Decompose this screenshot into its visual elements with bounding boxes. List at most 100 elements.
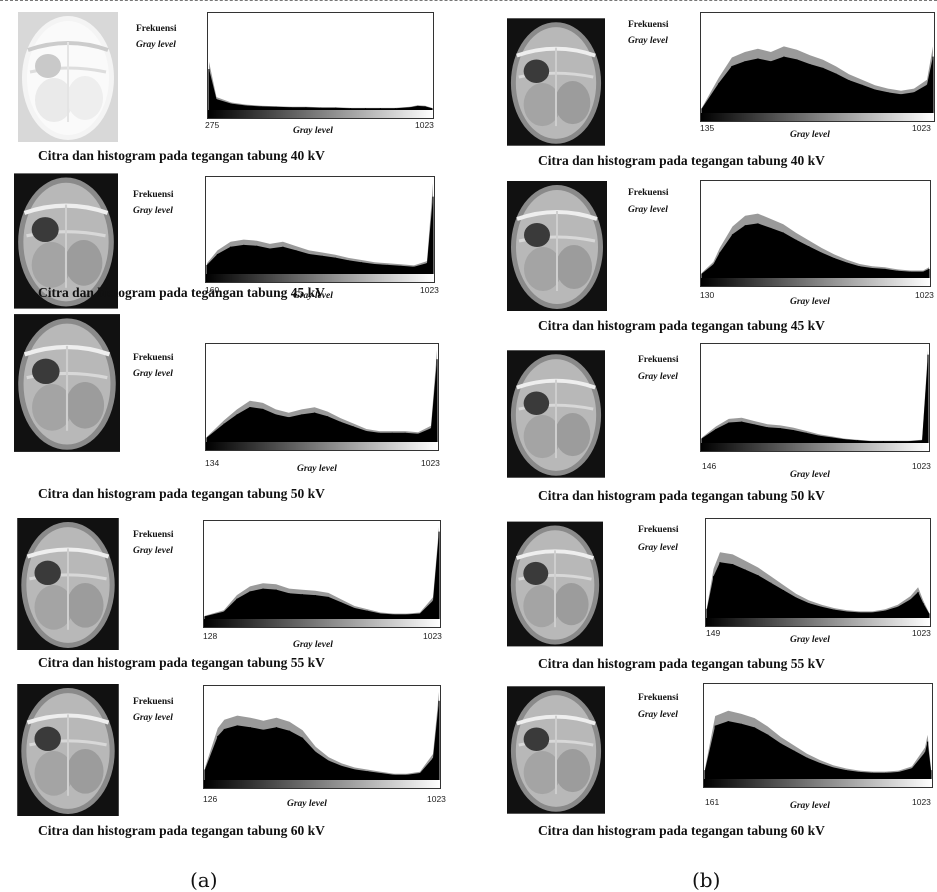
x-tick-min: 160	[205, 285, 220, 295]
panel-caption: Citra dan histogram pada tegangan tabung…	[538, 153, 825, 168]
panel-caption: Citra dan histogram pada tegangan tabung…	[538, 823, 825, 838]
ct-image	[14, 684, 122, 816]
frequency-label: Frekuensi	[133, 530, 174, 540]
gray-level-label: Gray level	[638, 543, 678, 553]
x-axis-label: Gray level	[790, 470, 830, 480]
x-axis-label: Gray level	[790, 297, 830, 307]
x-tick-min: 149	[706, 628, 721, 638]
frequency-label: Frekuensi	[133, 697, 174, 707]
gray-level-strip	[704, 779, 932, 787]
gray-level-label: Gray level	[133, 546, 173, 556]
histogram-area	[207, 359, 437, 442]
x-tick-max: 1023	[415, 120, 434, 130]
x-tick-max: 1023	[423, 631, 442, 641]
histogram-chart	[203, 520, 441, 628]
gray-level-label: Gray level	[638, 710, 678, 720]
gray-level-strip	[208, 110, 433, 118]
gray-level-label: Gray level	[628, 36, 668, 46]
x-tick-max: 1023	[915, 290, 934, 300]
panel-caption: Citra dan histogram pada tegangan tabung…	[38, 486, 325, 501]
ct-image	[507, 343, 605, 485]
ct-image	[14, 518, 122, 650]
x-tick-max: 1023	[912, 797, 931, 807]
ct-image	[14, 172, 118, 310]
top-border	[0, 0, 937, 1]
histogram-chart	[207, 12, 434, 119]
gray-level-strip	[206, 442, 438, 450]
panel-caption: Citra dan histogram pada tegangan tabung…	[38, 148, 325, 163]
gray-level-strip	[701, 278, 930, 286]
gray-level-label: Gray level	[133, 713, 173, 723]
panel-caption: Citra dan histogram pada tegangan tabung…	[538, 656, 825, 671]
gray-level-label: Gray level	[133, 206, 173, 216]
frequency-label: Frekuensi	[638, 525, 679, 535]
histogram-area	[702, 354, 928, 443]
column-label: (a)	[190, 868, 218, 892]
frequency-label: Frekuensi	[628, 20, 669, 30]
frequency-label: Frekuensi	[133, 353, 174, 363]
x-axis-label: Gray level	[790, 635, 830, 645]
histogram-area	[205, 531, 439, 619]
gray-level-label: Gray level	[628, 205, 668, 215]
x-tick-min: 135	[700, 123, 715, 133]
x-tick-min: 126	[203, 794, 218, 804]
x-tick-max: 1023	[912, 461, 931, 471]
histogram-area	[205, 700, 439, 780]
x-axis-label: Gray level	[293, 126, 333, 136]
histogram-chart	[203, 685, 441, 789]
ct-image	[507, 12, 605, 152]
x-axis-label: Gray level	[287, 799, 327, 809]
gray-level-strip	[701, 113, 934, 121]
ct-image	[14, 12, 122, 142]
histogram-area	[707, 562, 929, 618]
panel-caption: Citra dan histogram pada tegangan tabung…	[538, 488, 825, 503]
ct-image	[507, 514, 603, 654]
gray-level-label: Gray level	[638, 372, 678, 382]
x-axis-label: Gray level	[790, 801, 830, 811]
histogram-chart	[205, 343, 439, 451]
histogram-chart	[205, 176, 435, 283]
histogram-area	[207, 196, 433, 274]
panel-caption: Citra dan histogram pada tegangan tabung…	[38, 285, 325, 300]
x-tick-min: 128	[203, 631, 218, 641]
x-tick-min: 161	[705, 797, 720, 807]
x-tick-min: 130	[700, 290, 715, 300]
histogram-area	[209, 69, 432, 110]
x-axis-label: Gray level	[293, 291, 333, 301]
panel-caption: Citra dan histogram pada tegangan tabung…	[38, 823, 325, 838]
ct-image	[507, 177, 607, 315]
frequency-label: Frekuensi	[638, 355, 679, 365]
histogram-chart	[700, 12, 935, 122]
gray-level-label: Gray level	[136, 40, 176, 50]
x-axis-label: Gray level	[790, 130, 830, 140]
gray-level-strip	[706, 618, 930, 626]
histogram-chart	[700, 180, 931, 287]
frequency-label: Frekuensi	[638, 693, 679, 703]
x-tick-min: 134	[205, 458, 220, 468]
x-tick-min: 146	[702, 461, 717, 471]
column-label: (b)	[692, 868, 721, 892]
panel-caption: Citra dan histogram pada tegangan tabung…	[538, 318, 825, 333]
x-tick-max: 1023	[421, 458, 440, 468]
ct-image	[14, 313, 120, 453]
histogram-envelope	[209, 61, 432, 110]
x-tick-max: 1023	[912, 628, 931, 638]
x-axis-label: Gray level	[293, 640, 333, 650]
gray-level-strip	[204, 619, 440, 627]
frequency-label: Frekuensi	[136, 24, 177, 34]
gray-level-label: Gray level	[133, 369, 173, 379]
histogram-chart	[700, 343, 930, 452]
x-tick-max: 1023	[912, 123, 931, 133]
x-tick-max: 1023	[427, 794, 446, 804]
histogram-area	[705, 721, 931, 779]
ct-image	[507, 680, 605, 820]
histogram-area	[702, 223, 929, 278]
histogram-chart	[703, 683, 933, 788]
gray-level-strip	[206, 274, 434, 282]
panel-caption: Citra dan histogram pada tegangan tabung…	[38, 655, 325, 670]
gray-level-strip	[701, 443, 929, 451]
gray-level-strip	[204, 780, 440, 788]
frequency-label: Frekuensi	[133, 190, 174, 200]
frequency-label: Frekuensi	[628, 188, 669, 198]
x-tick-min: 275	[205, 120, 220, 130]
